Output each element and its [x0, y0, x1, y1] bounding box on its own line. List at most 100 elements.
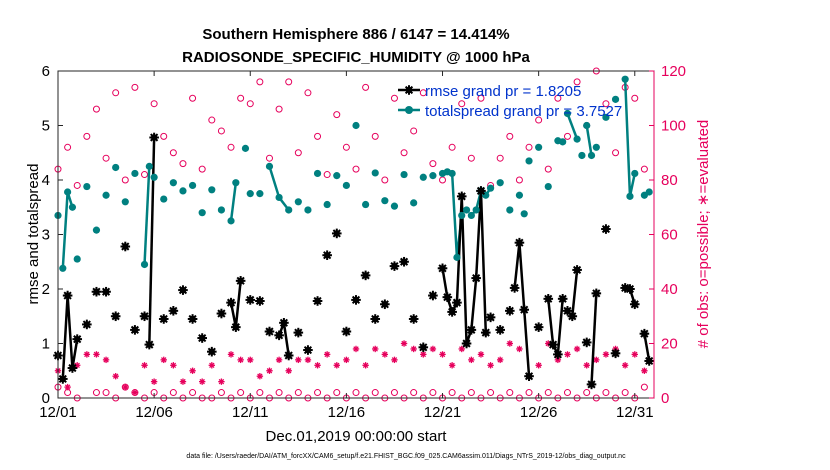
- rmse-line: [590, 293, 598, 385]
- totalspread-point: [169, 179, 177, 187]
- possible-obs-point: [333, 389, 341, 397]
- rmse-point: [456, 191, 467, 202]
- evaluated-obs-point: [621, 362, 629, 369]
- possible-obs-point: [73, 181, 81, 189]
- rmse-point: [207, 346, 217, 357]
- totalspread-line: [566, 113, 579, 140]
- y-tick-label-right: 40: [661, 281, 678, 298]
- rmse-point: [120, 241, 131, 252]
- rmse-point: [447, 307, 457, 317]
- rmse-point: [279, 317, 289, 328]
- possible-obs-point: [169, 389, 177, 397]
- rmse-point: [91, 286, 102, 297]
- rmse-point: [283, 350, 294, 361]
- evaluated-obs-point: [573, 345, 581, 353]
- possible-obs-point: [631, 94, 639, 102]
- totalspread-point: [626, 192, 634, 200]
- evaluated-obs-point: [439, 351, 446, 358]
- evaluated-obs-point: [150, 378, 158, 385]
- totalspread-point: [525, 157, 533, 165]
- evaluated-obs-point: [141, 362, 148, 369]
- axes: 12/01 12/06 12/11 12/16 12/21 12/26 12/31 0 1 2 3 4…: [39, 63, 686, 421]
- possible-obs-point: [458, 100, 466, 108]
- evaluated-obs-point: [112, 373, 119, 380]
- rmse-point: [476, 186, 486, 196]
- rmse-point: [72, 334, 83, 344]
- totalspread-line: [229, 182, 238, 222]
- possible-obs-point: [314, 132, 322, 140]
- possible-obs-point: [573, 78, 581, 86]
- rmse-point: [331, 228, 342, 239]
- totalspread-point: [381, 197, 389, 205]
- possible-obs-point: [554, 94, 562, 102]
- evaluated-obs-point: [208, 362, 216, 369]
- possible-obs-point: [371, 132, 379, 140]
- evaluated-obs-point: [266, 367, 273, 374]
- possible-obs-point: [294, 389, 302, 397]
- totalspread-point: [583, 121, 591, 130]
- rmse-point: [428, 290, 438, 301]
- evaluated-obs-point: [458, 345, 465, 353]
- rmse-point: [82, 319, 92, 330]
- possible-obs-point: [217, 127, 225, 135]
- rmse-point: [360, 270, 371, 281]
- possible-obs-point: [583, 389, 591, 397]
- evaluated-obs-point: [275, 356, 283, 364]
- evaluated-obs-point: [198, 378, 206, 385]
- possible-obs-point: [362, 83, 370, 91]
- evaluated-obs-point: [362, 362, 369, 369]
- rmse-point: [466, 325, 477, 335]
- y-tick-label-left: 3: [42, 227, 50, 244]
- totalspread-point: [645, 188, 653, 196]
- rmse-point: [524, 371, 534, 381]
- possible-obs-point: [285, 78, 293, 86]
- y-tick-label-right: 80: [661, 172, 678, 189]
- rmse-point: [514, 237, 525, 248]
- evaluated-obs-point: [641, 367, 648, 374]
- totalspread-point: [198, 209, 206, 217]
- evaluated-obs-point: [631, 351, 638, 358]
- chart-title-line1: Southern Hemisphere 886 / 6147 = 14.414%: [202, 26, 509, 43]
- possible-obs-point: [612, 149, 620, 157]
- totalspread-point: [453, 253, 461, 261]
- rmse-line: [148, 137, 156, 345]
- rmse-point: [548, 339, 558, 350]
- evaluated-obs-point: [410, 345, 417, 353]
- rmse-point: [264, 326, 275, 337]
- possible-obs-point: [179, 160, 187, 168]
- y-tick-label-left: 4: [42, 172, 50, 189]
- evaluated-obs-point: [448, 362, 456, 369]
- evaluated-obs-point: [170, 362, 177, 369]
- possible-obs-point: [525, 389, 533, 397]
- line-layer: [61, 79, 651, 385]
- rmse-point: [58, 374, 68, 384]
- evaluated-obs-point: [314, 362, 321, 369]
- possible-obs-point: [400, 149, 408, 157]
- totalspread-point: [313, 169, 322, 178]
- y-tick-label-right: 20: [661, 336, 678, 353]
- rmse-point: [399, 256, 409, 267]
- possible-obs-point: [390, 389, 398, 397]
- evaluated-obs-point: [420, 351, 427, 358]
- totalspread-point: [578, 151, 586, 160]
- possible-obs-point: [237, 389, 245, 397]
- possible-obs-point: [304, 89, 312, 97]
- totalspread-point: [179, 187, 187, 195]
- evaluated-obs-point: [83, 351, 91, 358]
- rmse-point: [471, 273, 481, 283]
- possible-obs-point: [342, 143, 350, 151]
- possible-obs-point: [112, 89, 120, 97]
- totalspread-point: [73, 255, 81, 263]
- rmse-point: [380, 299, 390, 310]
- rmse-point: [274, 330, 284, 341]
- totalspread-point: [246, 190, 254, 198]
- possible-obs-point: [477, 94, 485, 102]
- y-tick-label-left: 2: [42, 281, 50, 298]
- totalspread-point: [232, 179, 240, 187]
- possible-obs-point: [621, 389, 629, 397]
- totalspread-point: [515, 191, 524, 199]
- totalspread-point: [304, 206, 312, 214]
- totalspread-point: [472, 206, 480, 214]
- totalspread-point: [371, 169, 379, 177]
- possible-obs-point: [83, 132, 91, 140]
